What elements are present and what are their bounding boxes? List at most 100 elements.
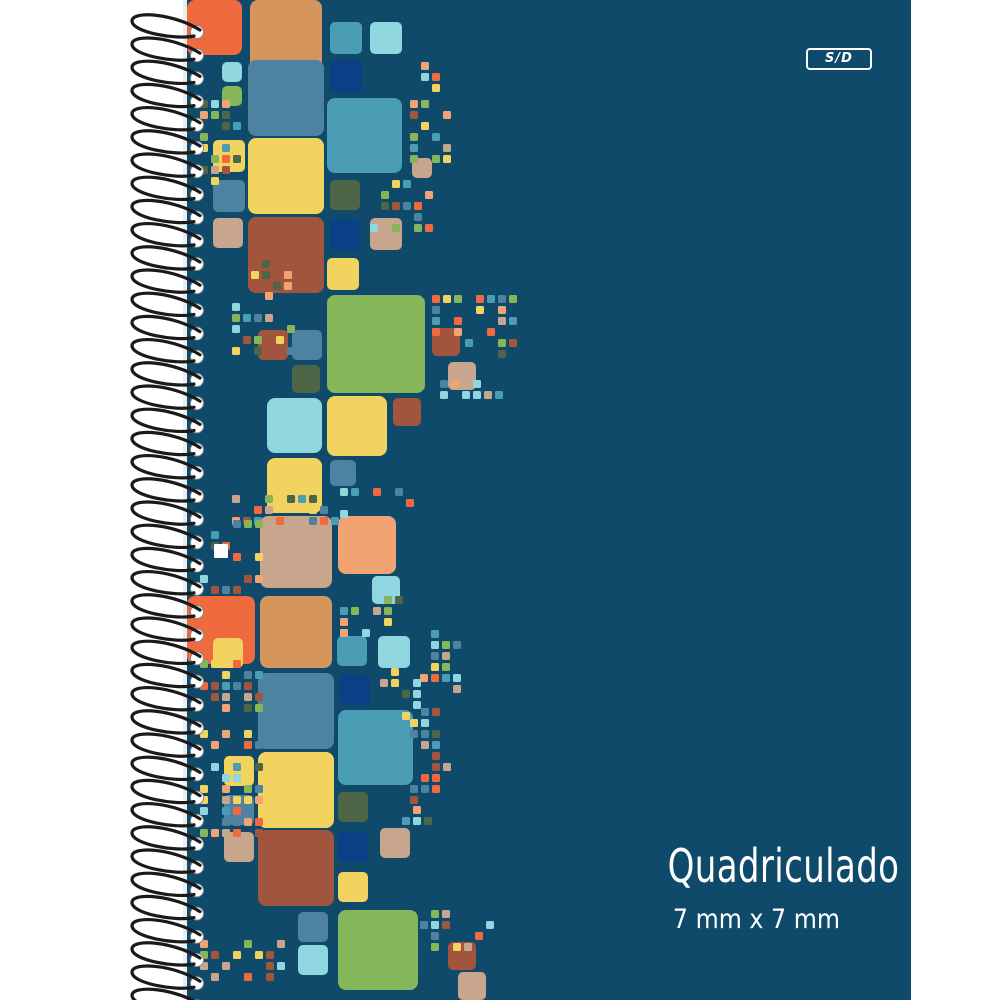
mosaic-square (421, 774, 429, 782)
mosaic-square (410, 719, 418, 727)
mosaic-square (338, 910, 418, 990)
spiral-coil (130, 314, 202, 341)
mosaic-square (298, 945, 328, 975)
mosaic-square (222, 829, 230, 837)
mosaic-square (425, 191, 433, 199)
spiral-coil (130, 616, 202, 642)
mosaic-square (410, 785, 418, 793)
mosaic-square (232, 314, 240, 322)
mosaic-square (287, 495, 295, 503)
mosaic-square (432, 133, 440, 141)
mosaic-square (442, 910, 450, 918)
mosaic-square (381, 202, 389, 210)
mosaic-square (338, 792, 368, 822)
mosaic-square (406, 499, 414, 507)
mosaic-square (412, 158, 432, 178)
mosaic-square (421, 741, 429, 749)
mosaic-square (222, 62, 242, 82)
mosaic-square (403, 180, 411, 188)
mosaic-square (432, 295, 440, 303)
spiral-coil (130, 686, 202, 712)
mosaic-square (330, 60, 362, 92)
grid-size-label: 7 mm x 7 mm (672, 904, 840, 935)
mosaic-square (187, 0, 242, 55)
mosaic-square (255, 520, 263, 528)
mosaic-square (200, 785, 208, 793)
spiral-coil (130, 82, 202, 109)
mosaic-square (309, 506, 317, 514)
mosaic-square (340, 488, 348, 496)
mosaic-square (211, 166, 219, 174)
mosaic-square (462, 380, 470, 388)
mosaic-square (498, 306, 506, 314)
mosaic-square (498, 295, 506, 303)
mosaic-square (370, 22, 402, 54)
mosaic-square (431, 641, 439, 649)
mosaic-square (421, 785, 429, 793)
mosaic-square (298, 912, 328, 942)
mosaic-square (222, 807, 230, 815)
mosaic-square (432, 328, 440, 336)
mosaic-square (222, 682, 230, 690)
mosaic-square (453, 641, 461, 649)
mosaic-square (254, 347, 262, 355)
mosaic-square (432, 730, 440, 738)
mosaic-square (498, 317, 506, 325)
mosaic-square (421, 100, 429, 108)
mosaic-square (200, 575, 208, 583)
mosaic-square (440, 391, 448, 399)
mosaic-square (340, 629, 348, 637)
mosaic-square (287, 325, 295, 333)
mosaic-square (244, 682, 252, 690)
mosaic-square (211, 177, 219, 185)
mosaic-square (330, 22, 362, 54)
mosaic-square (233, 553, 241, 561)
mosaic-square (431, 910, 439, 918)
mosaic-square (432, 763, 440, 771)
mosaic-square (381, 191, 389, 199)
spiral-coil (130, 430, 202, 457)
mosaic-square (232, 303, 240, 311)
spiral-coil (130, 13, 202, 39)
mosaic-square (327, 295, 425, 393)
mosaic-square (211, 693, 219, 701)
mosaic-square (431, 630, 439, 638)
mosaic-square (372, 576, 400, 604)
mosaic-square (213, 180, 245, 212)
mosaic-square (373, 607, 381, 615)
mosaic-square (410, 133, 418, 141)
mosaic-square (338, 872, 368, 902)
mosaic-square (255, 763, 263, 771)
mosaic-square (211, 973, 219, 981)
spiral-coil (130, 941, 202, 967)
mosaic-square (200, 807, 208, 815)
mosaic-square (309, 517, 317, 525)
mosaic-square (233, 155, 241, 163)
mosaic-square (233, 796, 241, 804)
mosaic-square (211, 763, 219, 771)
mosaic-square (443, 144, 451, 152)
mosaic-square (244, 785, 252, 793)
mosaic-square (222, 166, 230, 174)
mosaic-square (222, 962, 230, 970)
mosaic-square (233, 951, 241, 959)
mosaic-square (442, 674, 450, 682)
mosaic-square (320, 517, 328, 525)
mosaic-square (243, 314, 251, 322)
spiral-coil (130, 546, 202, 573)
mosaic-square (200, 111, 208, 119)
mosaic-square (378, 636, 410, 668)
mosaic-square (200, 940, 208, 948)
mosaic-square (320, 506, 328, 514)
mosaic-square (244, 693, 252, 701)
spiral-coil (130, 175, 202, 201)
spiral-coil (130, 106, 202, 132)
mosaic-square (393, 398, 421, 426)
mosaic-square (266, 962, 274, 970)
mosaic-square (222, 785, 230, 793)
mosaic-square (509, 317, 517, 325)
spiral-coil (130, 407, 202, 433)
mosaic-square (362, 629, 370, 637)
mosaic-square (248, 60, 324, 136)
mosaic-square (421, 730, 429, 738)
